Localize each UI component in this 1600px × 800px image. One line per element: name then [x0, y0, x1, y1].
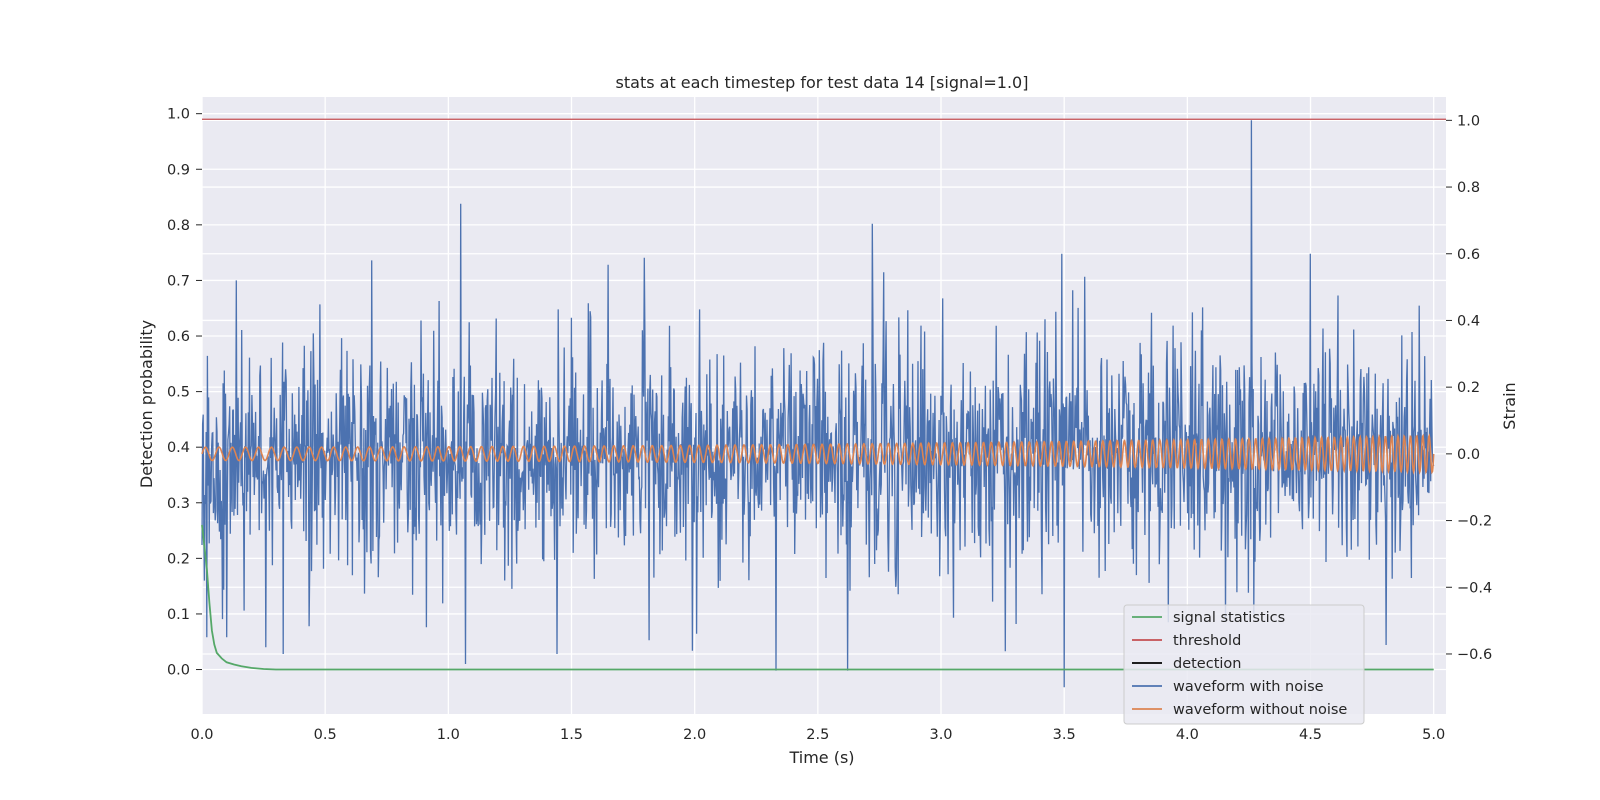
y-axis-ticks: 0.0 0.1 0.2 0.3 0.4 0.5 0.6 0.7 0.8 0.9 1.0: [167, 107, 202, 679]
legend-box: [1123, 604, 1365, 725]
y2-tick-label: 1.0: [1457, 113, 1480, 129]
series-waveform-with-noise: [201, 120, 1435, 688]
legend-entry-waveform-with-noise: waveform with noise: [1132, 679, 1324, 695]
y2-tick-label: 0.6: [1457, 247, 1480, 263]
y-tick-label: 0.5: [167, 385, 190, 401]
x-tick-label: 3.0: [929, 727, 952, 743]
x-tick-label: 3.5: [1053, 727, 1076, 743]
x-tick-label: 1.0: [437, 727, 460, 743]
x-tick-label: 4.5: [1299, 727, 1322, 743]
x-tick-label: 4.0: [1176, 727, 1199, 743]
series-waveform-without-noise: [201, 433, 1435, 475]
legend-label-waveform-without-noise: waveform without noise: [1173, 702, 1347, 718]
x-tick-label: 5.0: [1422, 727, 1445, 743]
chart-title: stats at each timestep for test data 14 …: [616, 73, 1029, 92]
legend-entry-waveform-without-noise: waveform without noise: [1132, 702, 1347, 718]
x-axis-label: Time (s): [788, 748, 854, 767]
y-tick-label: 0.6: [167, 329, 190, 345]
y2-axis-label: Strain: [1500, 382, 1519, 429]
y-tick-label: 1.0: [167, 107, 190, 123]
legend-entry-signal-statistics: signal statistics: [1132, 610, 1285, 626]
y-tick-label: 0.8: [167, 218, 190, 234]
legend-label-threshold: threshold: [1173, 633, 1241, 649]
y-tick-label: 0.3: [167, 496, 190, 512]
legend-entry-detection: detection: [1132, 656, 1241, 672]
line-signal-statistics: [201, 524, 1434, 671]
y2-tick-label: −0.2: [1457, 514, 1492, 530]
legend-label-detection: detection: [1173, 656, 1241, 672]
y-tick-label: 0.4: [167, 440, 190, 456]
y-tick-label: 0.1: [167, 607, 190, 623]
x-tick-label: 0.5: [314, 727, 337, 743]
series-signal-statistics: [201, 524, 1434, 671]
legend-entry-threshold: threshold: [1132, 633, 1241, 649]
y-tick-label: 0.2: [167, 551, 190, 567]
legend-label-waveform-with-noise: waveform with noise: [1173, 679, 1324, 695]
y2-tick-label: −0.6: [1457, 647, 1492, 663]
legend: signal statistics threshold detection wa…: [1123, 604, 1365, 725]
legend-label-signal-statistics: signal statistics: [1173, 610, 1285, 626]
y2-tick-label: 0.2: [1457, 380, 1480, 396]
y2-tick-label: 0.0: [1457, 447, 1480, 463]
line-waveform-without-noise: [201, 433, 1435, 475]
line-waveform-with-noise: [201, 120, 1435, 688]
x-tick-label: 2.5: [806, 727, 829, 743]
y-tick-label: 0.7: [167, 273, 190, 289]
x-axis-ticks: 0.0 0.5 1.0 1.5 2.0 2.5 3.0 3.5 4.0 4.5 5.0: [190, 727, 1445, 743]
y-axis-label: Detection probability: [137, 320, 156, 488]
y2-tick-label: 0.4: [1457, 313, 1480, 329]
y2-axis-ticks: −0.6 −0.4 −0.2 0.0 0.2 0.4 0.6 0.8 1.0: [1446, 113, 1492, 663]
y2-tick-label: −0.4: [1457, 580, 1492, 596]
y-tick-label: 0.9: [167, 162, 190, 178]
y2-tick-label: 0.8: [1457, 180, 1480, 196]
y-tick-label: 0.0: [167, 663, 190, 679]
x-tick-label: 0.0: [190, 727, 213, 743]
x-tick-label: 2.0: [683, 727, 706, 743]
x-tick-label: 1.5: [560, 727, 583, 743]
